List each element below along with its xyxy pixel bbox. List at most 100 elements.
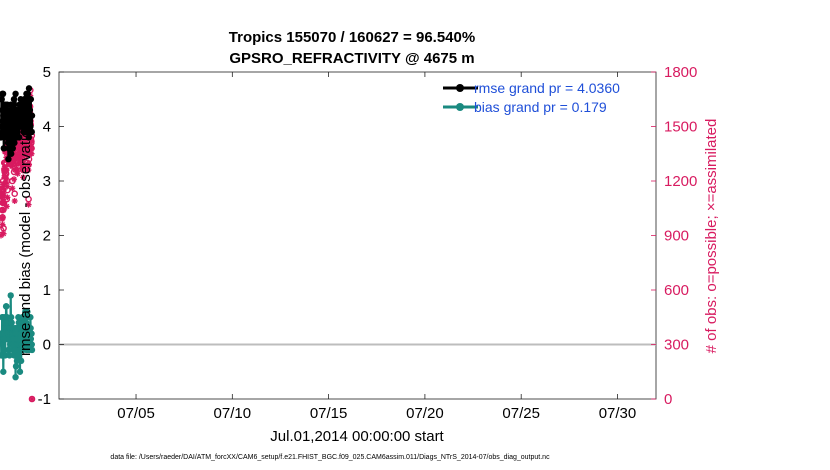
rmse-point — [0, 96, 5, 103]
obs-assimilated-stroke — [26, 162, 32, 168]
obs-possible-point — [11, 190, 18, 198]
rmse-point — [27, 96, 35, 103]
y-left-tick-label: 3 — [43, 173, 51, 190]
obs-assimilated-point — [11, 197, 18, 204]
bias-point — [3, 303, 10, 310]
x-tick-label: 07/05 — [117, 405, 155, 422]
rmse-point — [7, 150, 15, 157]
bias-point — [16, 368, 24, 375]
y-left-tick-label: -1 — [38, 391, 51, 408]
bias-point — [12, 363, 20, 370]
obs-assimilated-point — [25, 167, 32, 174]
y-left-tick-label: 1 — [43, 282, 51, 299]
bias-point — [5, 346, 12, 354]
obs-assimilated-stroke — [4, 203, 10, 209]
bias-point — [1, 352, 9, 359]
chart-subtitle: GPSRO_REFRACTIVITY @ 4675 m — [229, 50, 474, 67]
y-left-axis-label: rmse and bias (model - observation) — [17, 116, 34, 356]
x-tick-label: 07/15 — [310, 405, 348, 422]
rmse-point — [16, 134, 23, 141]
rmse-point — [0, 145, 7, 152]
x-tick-label: 07/25 — [502, 405, 540, 422]
rmse-point — [0, 90, 7, 97]
y-right-tick-label: 300 — [664, 337, 689, 354]
obs-assimilated-stroke — [3, 167, 10, 173]
x-axis-label: Jul.01,2014 00:00:00 start — [270, 428, 444, 445]
obs-assimilated-stroke — [9, 185, 15, 191]
data-file-footnote: data file: /Users/raeder/DAI/ATM_forcXX/… — [110, 454, 550, 461]
y-left-tick-label: 2 — [43, 228, 51, 245]
obs-assimilated-point — [28, 150, 35, 157]
rmse-point — [25, 134, 32, 141]
obs-assimilated-stroke — [28, 145, 34, 151]
obs-assimilated-point — [0, 230, 7, 237]
obs-assimilated-point — [28, 145, 35, 152]
bias-point — [28, 341, 35, 348]
y-left-tick-label: 0 — [43, 337, 51, 354]
obs-assimilated-point — [3, 167, 10, 174]
bias-point — [28, 330, 35, 337]
rmse-point — [5, 156, 12, 163]
obs-assimilated-stroke — [0, 191, 6, 197]
rmse-point — [10, 96, 18, 103]
bias-point — [12, 374, 19, 381]
rmse-point — [25, 85, 33, 92]
y-right-axis-label: # of obs: o=possible; ×=assimilated — [703, 119, 720, 354]
obs-assimilated-stroke — [29, 396, 35, 402]
y-left-axis-ticks: -1 0 1 2 3 4 5 — [38, 64, 64, 408]
obs-assimilated-stroke — [11, 160, 17, 166]
y-right-tick-label: 0 — [664, 391, 672, 408]
obs-assimilated-stroke — [29, 138, 35, 144]
y-left-tick-label: 4 — [43, 119, 51, 136]
x-tick-label: 07/30 — [599, 405, 637, 422]
obs-assimilated-point — [0, 214, 6, 221]
bias-point — [14, 352, 22, 359]
rmse-point — [27, 123, 34, 130]
legend-rmse-label: rmse grand pr = 4.0360 — [474, 80, 620, 96]
bias-point — [17, 357, 25, 365]
bias-point — [24, 308, 31, 315]
obs-assimilated-point — [26, 161, 33, 168]
y-left-tick-label: 5 — [43, 64, 51, 81]
rmse-point — [11, 139, 18, 147]
obs-assimilated-stroke — [3, 178, 9, 184]
obs-assimilated-point — [25, 201, 32, 208]
obs-assimilated-stroke — [1, 231, 7, 237]
bias-point — [8, 319, 15, 326]
obs-assimilated-stroke — [0, 214, 6, 220]
bias-point — [6, 352, 13, 359]
obs-assimilated-stroke — [4, 183, 10, 190]
legend-bias-label: bias grand pr = 0.179 — [474, 99, 607, 115]
rmse-point — [28, 128, 35, 136]
obs-assimilated-stroke — [11, 176, 17, 182]
y-right-axis-ticks: 0 300 600 900 1200 1500 1800 — [651, 64, 697, 408]
rmse-point — [22, 96, 30, 103]
obs-assimilated-stroke — [20, 174, 26, 180]
obs-assimilated-stroke — [15, 167, 21, 173]
obs-assimilated-stroke — [12, 198, 18, 204]
x-tick-label: 07/10 — [214, 405, 252, 422]
bias-point — [7, 314, 15, 321]
rmse-point — [23, 101, 31, 108]
rmse-point — [3, 128, 11, 136]
rmse-point — [7, 101, 15, 108]
plot-area — [58, 71, 657, 400]
rmse-point — [9, 145, 16, 152]
obs-assimilated-stroke — [25, 167, 31, 173]
obs-assimilated-stroke — [15, 171, 21, 177]
bias-point — [0, 368, 7, 375]
y-right-tick-label: 1200 — [664, 173, 697, 190]
bias-layer — [0, 292, 36, 381]
bias-point — [11, 346, 19, 354]
obs-assimilated-point — [9, 185, 16, 192]
obs-assimilated-stroke — [4, 194, 10, 200]
obs-assimilated-point — [20, 147, 27, 154]
legend: rmse grand pr = 4.0360 bias grand pr = 0… — [443, 80, 620, 115]
rmse-point — [24, 90, 32, 98]
bias-point — [28, 346, 36, 354]
obs-assimilated-point — [0, 190, 7, 197]
legend-rmse-marker — [456, 84, 464, 92]
bias-point — [27, 324, 34, 332]
obs-assimilated-point — [4, 183, 11, 190]
